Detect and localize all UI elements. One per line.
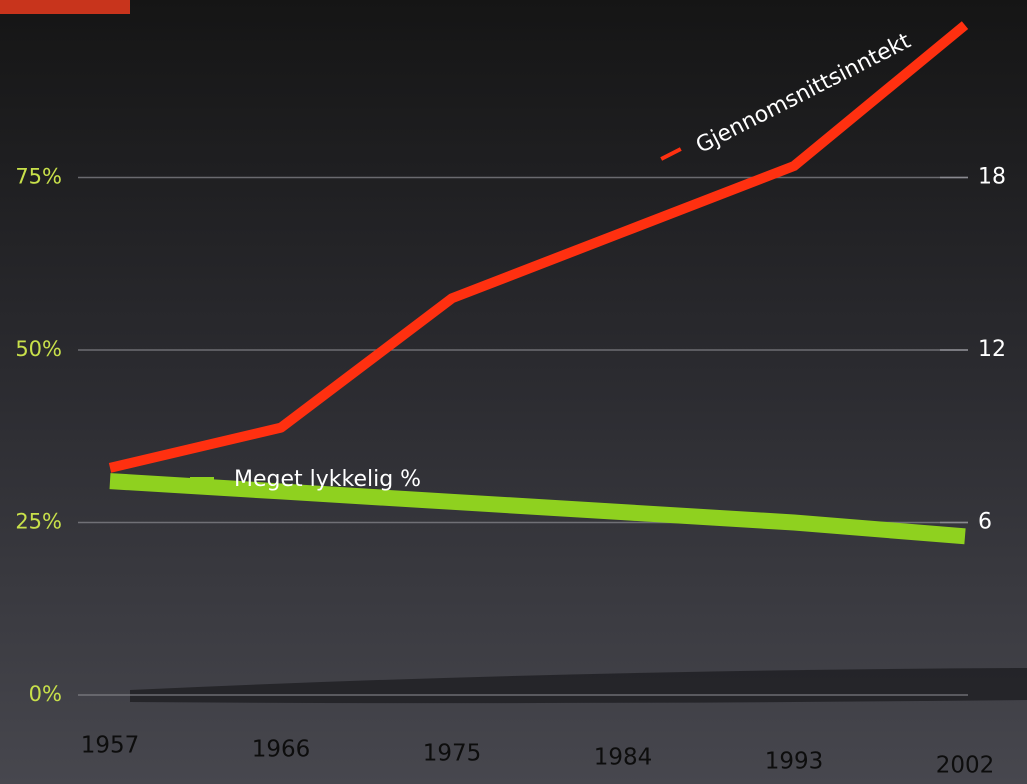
- y-tick-label: 25%: [15, 510, 62, 534]
- page: 0% 25% 50% 75% 6 12 18 1957 1966 1975 1984 1993 2002…: [0, 0, 1027, 784]
- background: [0, 0, 1027, 784]
- x-tick-label: 1993: [765, 749, 824, 775]
- x-tick-label: 1966: [252, 737, 311, 763]
- y-tick-label: 75%: [15, 165, 62, 189]
- y-tick-label: 50%: [15, 337, 62, 361]
- x-tick-label: 2002: [936, 753, 995, 779]
- x-tick-label: 1975: [423, 741, 482, 767]
- corner-image: [0, 0, 130, 14]
- y2-tick-label: 18: [978, 165, 1006, 190]
- chart: 0% 25% 50% 75% 6 12 18 1957 1966 1975 1984 1993 2002…: [0, 0, 1027, 784]
- legend-swatch: [190, 477, 214, 482]
- x-tick-label: 1984: [594, 745, 653, 771]
- y-tick-label: 0%: [29, 682, 62, 706]
- x-tick-label: 1957: [81, 733, 140, 759]
- legend-label: Meget lykkelig %: [234, 467, 421, 492]
- y2-tick-label: 6: [978, 510, 992, 535]
- y2-tick-label: 12: [978, 337, 1006, 362]
